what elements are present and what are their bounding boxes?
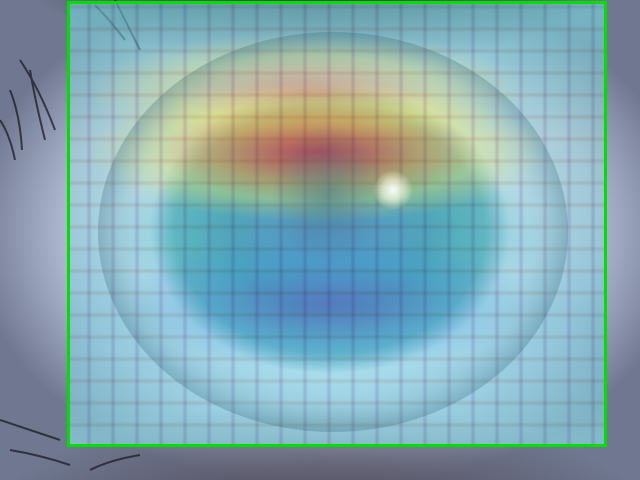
bounding-box bbox=[67, 1, 607, 447]
heatmap-region bbox=[68, 2, 604, 444]
light-reflection bbox=[373, 170, 413, 210]
pupil bbox=[273, 127, 383, 262]
